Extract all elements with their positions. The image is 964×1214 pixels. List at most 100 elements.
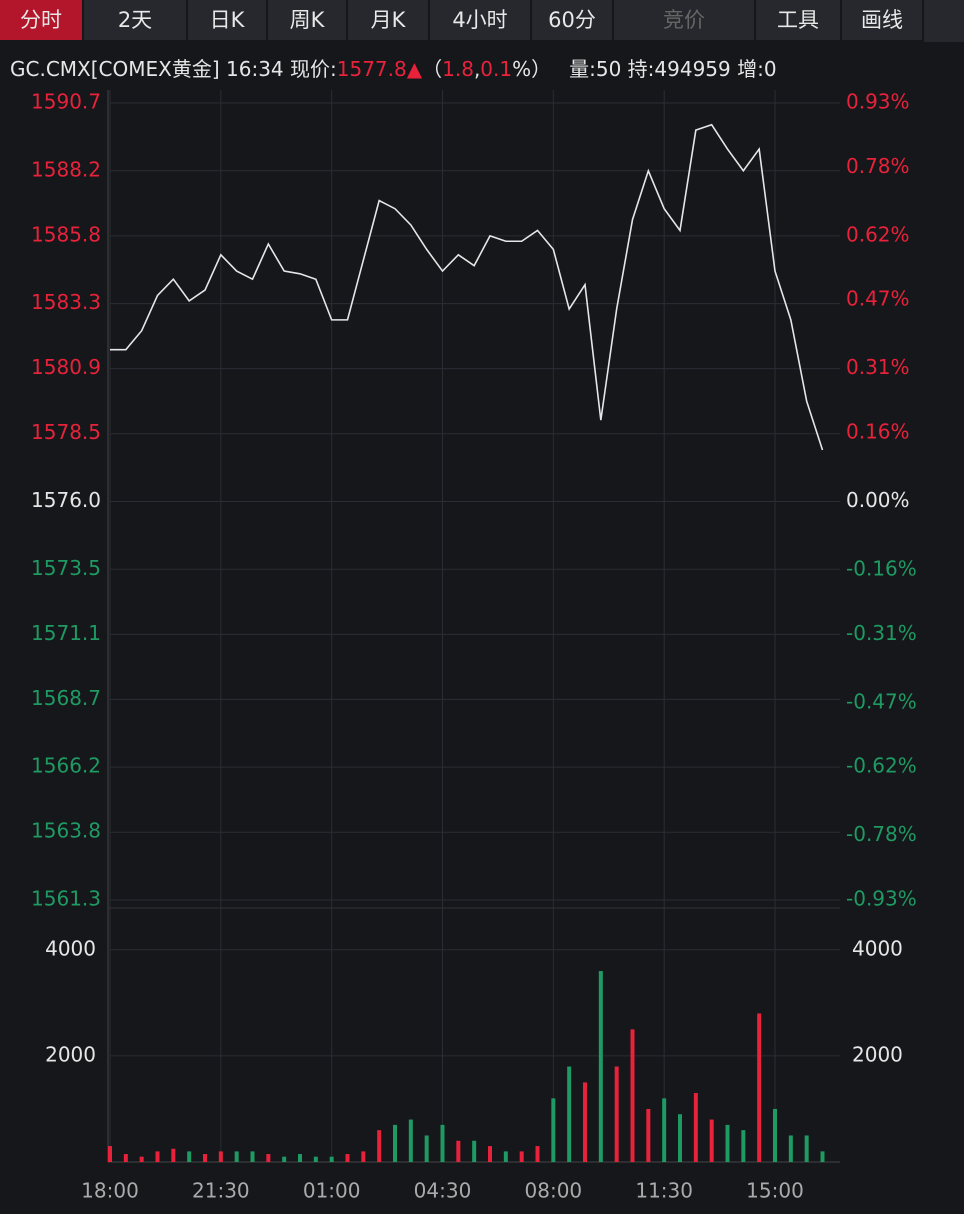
y2-tick-label: 0.62% (846, 222, 910, 246)
quote-bar (0, 42, 964, 88)
volume-bar (503, 1151, 508, 1162)
volume-bar (298, 1154, 302, 1162)
volume-bar (488, 1146, 492, 1162)
volume-bar (345, 1154, 350, 1162)
vol-tick-label: 2000 (45, 1042, 96, 1066)
tab[interactable]: 分时 (0, 0, 84, 42)
quote: GC.CMX[COMEX黄金] 16:34 现价:1577.8▲（1.8,0.1… (10, 57, 777, 81)
volume-bar (329, 1156, 334, 1162)
volume-bar (614, 1066, 619, 1162)
volume-bar (741, 1130, 746, 1162)
price-line (110, 123, 824, 451)
tab[interactable]: 60分 (532, 0, 614, 42)
x-tick-label: 15:00 (746, 1179, 804, 1203)
tab[interactable]: 画线 (842, 0, 924, 42)
pct: 0.1 (480, 57, 512, 81)
volume-bar (313, 1156, 318, 1162)
paren: （ (422, 57, 442, 81)
y2-tick-label: -0.31% (846, 621, 917, 645)
change: 1.8 (442, 57, 474, 81)
volume-bar (709, 1119, 714, 1162)
stats: 量:50 持:494959 增:0 (569, 57, 776, 81)
y-tick-label: 1573.5 (31, 556, 101, 580)
tab[interactable]: 竞价 (614, 0, 756, 42)
volume-bar (203, 1154, 207, 1162)
y-tick-label: 1571.1 (31, 621, 101, 645)
vol-tick-label: 4000 (45, 936, 96, 960)
volume-bar (250, 1151, 255, 1162)
y-tick-label: 1590.7 (31, 90, 101, 114)
y2-tick-label: -0.16% (846, 557, 917, 581)
y2-tick-label: -0.93% (846, 887, 917, 911)
volume-bar (440, 1124, 445, 1162)
sep: , (474, 57, 480, 81)
y2-tick-label: 0.16% (846, 419, 910, 443)
toolbar: 分时 2天 日K 周K 月K 4小时 60分 竞价 工具 画线 (0, 0, 964, 42)
y-tick-label: 1578.5 (31, 420, 101, 444)
volume-bar (551, 1098, 556, 1162)
volume-bar (630, 1029, 635, 1162)
y-tick-label: 1585.8 (31, 222, 101, 246)
y2-tick-label: -0.47% (846, 689, 917, 713)
y-tick-label: 1588.2 (31, 157, 101, 181)
volume-bar (393, 1124, 397, 1162)
price: 1577.8 (337, 57, 407, 81)
volume-bar (424, 1135, 429, 1162)
volume-bar (234, 1151, 239, 1162)
volume-bar (820, 1151, 825, 1162)
volume-bar (171, 1148, 176, 1162)
volume-bar (408, 1119, 413, 1162)
tab[interactable]: 月K (348, 0, 430, 42)
y2-tick-label: -0.78% (846, 822, 917, 846)
volume-bar (662, 1098, 667, 1162)
y-tick-label: 1561.3 (31, 887, 101, 911)
symbol: GC.CMX[COMEX黄金] 16:34 现价: (10, 57, 337, 81)
tab[interactable]: 日K (188, 0, 268, 42)
volume-bar (693, 1093, 698, 1162)
x-tick-label: 18:00 (81, 1179, 139, 1203)
volume-bar (108, 1146, 112, 1162)
x-tick-label: 21:30 (192, 1179, 250, 1203)
tab[interactable]: 周K (268, 0, 348, 42)
tab[interactable]: 4小时 (430, 0, 532, 42)
y-tick-label: 1568.7 (31, 686, 101, 710)
y2-tick-label: -0.62% (846, 754, 917, 778)
volume-bar (456, 1140, 461, 1162)
tab[interactable]: 工具 (756, 0, 842, 42)
volume-bar (187, 1151, 192, 1162)
volume-bar (377, 1130, 382, 1162)
volume-bar (155, 1151, 160, 1162)
x-tick-label: 11:30 (635, 1179, 693, 1203)
volume-bar (598, 971, 603, 1162)
volume-bar (282, 1156, 287, 1162)
y2-tick-label: 0.00% (846, 488, 910, 512)
volume-bar (725, 1124, 730, 1162)
volume-bar (266, 1154, 271, 1162)
y2-tick-label: 0.93% (846, 90, 910, 114)
volume-bar (472, 1140, 477, 1162)
y-tick-label: 1583.3 (31, 290, 101, 314)
vol-tick-label: 4000 (852, 936, 903, 960)
volume-bar (646, 1108, 651, 1162)
volume-bar (519, 1151, 524, 1162)
y-tick-label: 1566.2 (31, 754, 101, 778)
volume-bar (139, 1156, 144, 1162)
arrow: ▲ (407, 57, 423, 81)
volume-bar (678, 1114, 682, 1162)
volume-bar (361, 1151, 366, 1162)
paren: %） (512, 57, 551, 81)
x-tick-label: 01:00 (303, 1179, 361, 1203)
y-tick-label: 1580.9 (31, 355, 101, 379)
vol-tick-label: 2000 (852, 1042, 903, 1066)
y2-tick-label: 0.47% (846, 287, 910, 311)
y-tick-label: 1563.8 (31, 819, 101, 843)
volume-bar (218, 1151, 223, 1162)
x-tick-label: 04:30 (414, 1179, 472, 1203)
volume-bar (567, 1066, 572, 1162)
volume-bar (788, 1135, 793, 1162)
volume-bar (773, 1108, 777, 1162)
y2-tick-label: 0.78% (846, 154, 910, 178)
tab[interactable]: 2天 (84, 0, 188, 42)
